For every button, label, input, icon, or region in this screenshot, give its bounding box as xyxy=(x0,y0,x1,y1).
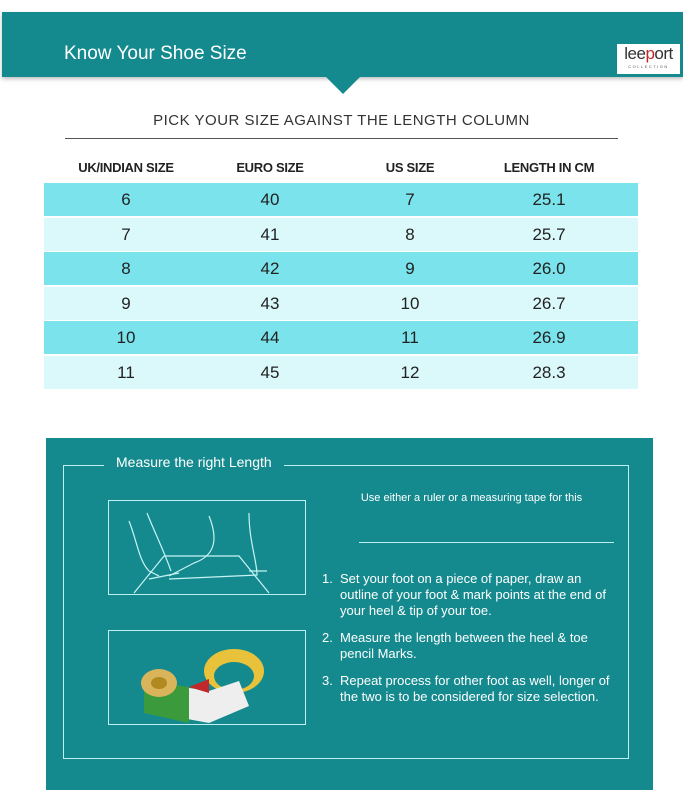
measure-frame: Measure the right Length Use either a ru… xyxy=(63,454,629,759)
table-row: 6 40 7 25.1 xyxy=(44,183,638,216)
step-item: 1. Set your foot on a piece of paper, dra… xyxy=(322,571,612,619)
table-cell: 26.9 xyxy=(532,328,566,347)
column-header: LENGTH IN CM xyxy=(503,160,595,175)
table-row: 8 42 9 26.0 xyxy=(44,252,638,285)
table-cell: 10 xyxy=(116,328,136,347)
table-row: 10 44 11 26.9 xyxy=(44,321,638,354)
table-cell: 7 xyxy=(405,190,415,209)
table-row: 11 45 12 28.3 xyxy=(44,355,638,389)
table-cell: 12 xyxy=(400,362,420,382)
step-item: 3. Repeat process for other foot as well,… xyxy=(322,673,612,705)
measuring-tape-image xyxy=(108,630,306,725)
column-header: US SIZE xyxy=(385,160,435,175)
step-text: Repeat process for other foot as well, l… xyxy=(340,673,610,704)
table-cell: 6 xyxy=(121,190,131,209)
table-cell: 9 xyxy=(405,259,415,278)
step-text: Measure the length between the heel & to… xyxy=(340,630,588,661)
measure-title: Measure the right Length xyxy=(104,454,284,470)
table-cell: 25.1 xyxy=(532,190,566,209)
table-cell: 9 xyxy=(121,293,131,313)
table-cell: 26.7 xyxy=(532,293,566,313)
subheading: PICK YOUR SIZE AGAINST THE LENGTH COLUMN xyxy=(153,112,530,129)
table-cell: 11 xyxy=(401,328,419,347)
header-bar: Know Your Shoe Size leeport COLLECTION xyxy=(2,12,683,77)
table-cell: 43 xyxy=(260,293,280,313)
table-cell: 28.3 xyxy=(532,362,566,382)
column-header: UK/INDIAN SIZE xyxy=(78,160,174,175)
table-row: 9 43 10 26.7 xyxy=(44,286,638,320)
table-cell: 10 xyxy=(400,293,420,313)
table-cell: 25.7 xyxy=(532,224,566,244)
foot-outline-illustration xyxy=(108,500,306,595)
column-header: EURO SIZE xyxy=(236,160,304,175)
table-row: 7 41 8 25.7 xyxy=(44,217,638,251)
table-cell: 8 xyxy=(405,224,415,244)
note-divider xyxy=(359,542,614,543)
step-number: 2. xyxy=(322,630,333,645)
header-pointer xyxy=(325,76,361,94)
table-cell: 42 xyxy=(260,259,280,278)
table-cell: 40 xyxy=(260,190,280,209)
table-cell: 8 xyxy=(121,259,131,278)
brand-logo: leeport COLLECTION xyxy=(617,44,680,74)
table-cell: 7 xyxy=(121,224,131,244)
step-item: 2. Measure the length between the heel & … xyxy=(322,630,612,662)
table-cell: 26.0 xyxy=(532,259,566,278)
table-cell: 45 xyxy=(260,362,280,382)
step-text: Set your foot on a piece of paper, draw … xyxy=(340,571,606,618)
divider xyxy=(65,138,618,139)
measure-panel: Measure the right Length Use either a ru… xyxy=(46,438,653,790)
page-title: Know Your Shoe Size xyxy=(64,43,247,64)
table-cell: 44 xyxy=(260,328,280,347)
table-cell: 11 xyxy=(117,362,135,382)
step-number: 1. xyxy=(322,571,333,586)
table-cell: 41 xyxy=(260,224,280,244)
measure-note: Use either a ruler or a measuring tape f… xyxy=(360,492,583,504)
step-number: 3. xyxy=(322,673,333,688)
steps-list: 1. Set your foot on a piece of paper, dra… xyxy=(322,571,612,716)
size-table: 6 40 7 25.1 7 41 8 25.7 8 42 9 26.0 9 43 10 26.7 10 44 11 2… xyxy=(44,183,638,390)
